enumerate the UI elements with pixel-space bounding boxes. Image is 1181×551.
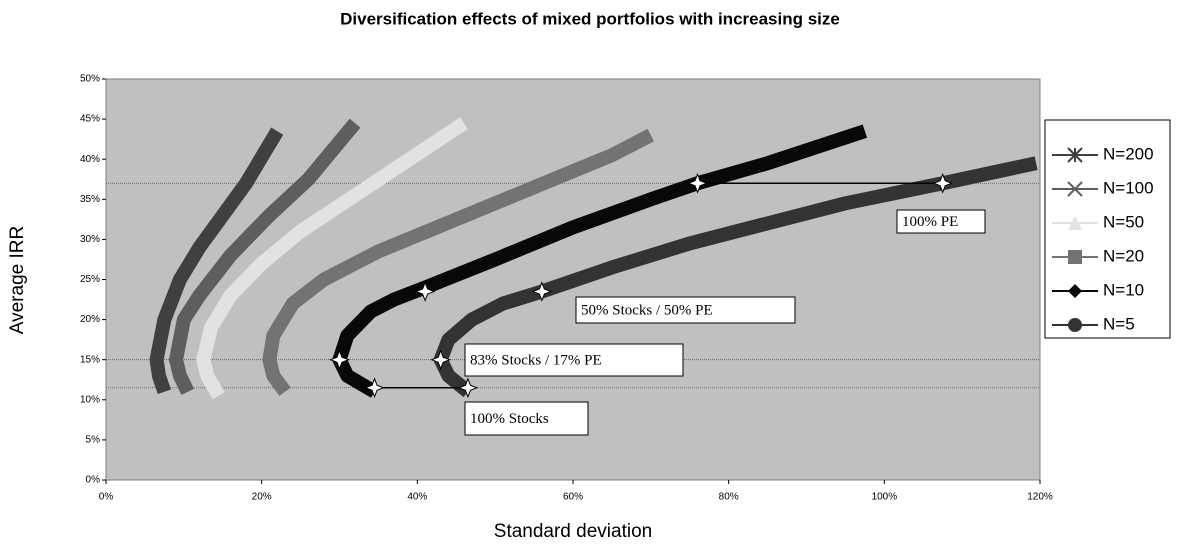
legend-marker [1068,318,1082,332]
legend-label: N=100 [1103,178,1154,197]
y-tick-label: 25% [80,274,100,285]
highlight-point [457,377,479,399]
legend-label: N=200 [1103,144,1154,163]
annotation: 50% Stocks / 50% PE [581,302,713,318]
series-line [196,117,468,400]
highlight-point [329,349,350,371]
y-tick-label: 50% [80,74,100,85]
legend-marker [1067,181,1083,197]
x-tick-label: 0% [99,492,114,503]
highlight-point [687,172,708,194]
annotation-box [464,343,684,377]
legend-box [1044,119,1171,339]
y-axis-title: Average IRR [7,226,28,334]
legend-label: N=50 [1103,212,1144,231]
annotation: 100% PE [902,214,958,230]
y-tick-label: 15% [80,354,100,365]
highlight-point [932,172,954,194]
y-tick-label: 30% [80,234,100,245]
highlight-point [414,281,436,302]
x-tick-label: 120% [1027,492,1053,503]
legend-marker [1068,250,1082,264]
highlight-point [364,377,385,399]
y-tick-label: 10% [80,394,100,405]
y-tick-label: 40% [80,154,100,165]
series-line [262,128,655,396]
y-tick-label: 20% [80,314,100,325]
highlight-point [531,281,553,302]
legend-label: N=10 [1103,280,1144,299]
x-tick-label: 100% [872,492,898,503]
annotation: 83% Stocks / 17% PE [470,352,602,368]
series-line [149,127,284,395]
annotation-box [575,296,796,324]
legend-marker [1068,284,1082,298]
legend-label: N=5 [1103,314,1135,333]
x-tick-label: 40% [407,492,427,503]
annotation-box [896,209,986,234]
x-tick-label: 80% [719,492,739,503]
y-tick-label: 35% [80,194,100,205]
legend-marker [1068,216,1082,230]
annotation-box [464,401,589,436]
x-tick-label: 60% [563,492,583,503]
y-tick-label: 45% [80,114,100,125]
chart-title: Diversification effects of mixed portfol… [340,9,840,28]
series-line [169,118,361,395]
highlight-point [430,349,452,371]
legend-marker [1067,147,1083,163]
x-tick-label: 20% [252,492,272,503]
legend-label: N=20 [1103,246,1144,265]
y-tick-label: 5% [86,435,101,446]
x-axis-title: Standard deviation [494,521,652,542]
annotation: 100% Stocks [470,411,549,427]
y-tick-label: 0% [86,475,101,486]
